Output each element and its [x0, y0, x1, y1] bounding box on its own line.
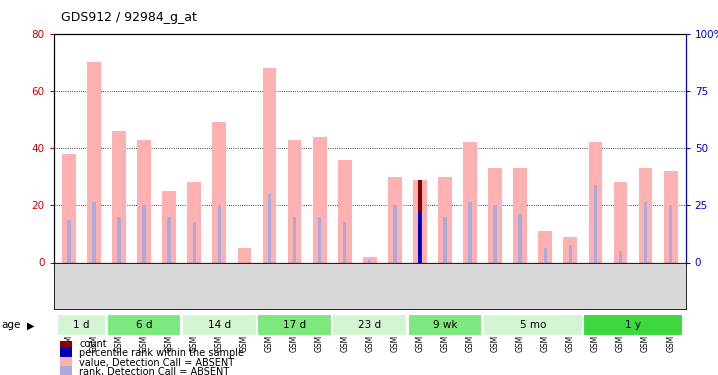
- Bar: [263, 68, 276, 262]
- Text: ▶: ▶: [27, 320, 34, 330]
- Bar: [162, 191, 176, 262]
- Text: 6 d: 6 d: [136, 320, 152, 330]
- Bar: [463, 142, 477, 262]
- Bar: [594, 185, 597, 262]
- Bar: [482, 314, 582, 336]
- Text: value, Detection Call = ABSENT: value, Detection Call = ABSENT: [79, 358, 234, 368]
- Text: 1 d: 1 d: [73, 320, 90, 330]
- Bar: [62, 154, 76, 262]
- Bar: [182, 314, 257, 336]
- Bar: [639, 168, 653, 262]
- Bar: [438, 177, 452, 262]
- Bar: [167, 217, 171, 262]
- Text: GDS912 / 92984_g_at: GDS912 / 92984_g_at: [61, 11, 197, 24]
- Bar: [60, 348, 72, 359]
- Text: 1 y: 1 y: [625, 320, 641, 330]
- Text: percentile rank within the sample: percentile rank within the sample: [79, 348, 244, 358]
- Bar: [238, 248, 251, 262]
- Bar: [187, 182, 201, 262]
- Bar: [293, 217, 297, 262]
- Bar: [60, 338, 72, 350]
- Bar: [569, 245, 572, 262]
- Bar: [87, 62, 101, 262]
- Text: 23 d: 23 d: [358, 320, 381, 330]
- Bar: [137, 140, 151, 262]
- Bar: [544, 248, 547, 262]
- Bar: [142, 206, 146, 262]
- Text: 17 d: 17 d: [283, 320, 306, 330]
- Bar: [192, 222, 196, 262]
- Bar: [363, 257, 377, 262]
- Text: count: count: [79, 339, 107, 349]
- Bar: [619, 251, 623, 262]
- Bar: [388, 177, 402, 262]
- Bar: [313, 136, 327, 262]
- Bar: [268, 194, 271, 262]
- Bar: [257, 314, 332, 336]
- Bar: [343, 222, 346, 262]
- Text: 5 mo: 5 mo: [520, 320, 546, 330]
- Bar: [368, 260, 371, 262]
- Text: 14 d: 14 d: [208, 320, 231, 330]
- Bar: [92, 202, 95, 262]
- Bar: [564, 237, 577, 262]
- Bar: [513, 168, 527, 262]
- Bar: [218, 206, 221, 262]
- Bar: [413, 180, 426, 262]
- Bar: [332, 314, 407, 336]
- Bar: [488, 168, 502, 262]
- Bar: [419, 211, 421, 262]
- Text: age: age: [1, 320, 21, 330]
- Bar: [644, 202, 648, 262]
- Bar: [60, 366, 72, 375]
- Bar: [213, 122, 226, 262]
- Bar: [468, 202, 472, 262]
- Bar: [337, 160, 352, 262]
- Bar: [60, 357, 72, 369]
- Bar: [67, 220, 70, 262]
- Bar: [408, 314, 482, 336]
- Bar: [518, 214, 522, 262]
- Text: 9 wk: 9 wk: [433, 320, 457, 330]
- Bar: [393, 206, 396, 262]
- Bar: [493, 206, 497, 262]
- Bar: [117, 217, 121, 262]
- Text: rank, Detection Call = ABSENT: rank, Detection Call = ABSENT: [79, 367, 229, 375]
- Bar: [538, 231, 552, 262]
- Bar: [418, 180, 422, 262]
- Bar: [669, 206, 672, 262]
- Bar: [418, 211, 421, 262]
- Bar: [583, 314, 683, 336]
- Bar: [614, 182, 628, 262]
- Bar: [589, 142, 602, 262]
- Bar: [288, 140, 302, 262]
- Bar: [663, 171, 678, 262]
- Bar: [443, 217, 447, 262]
- Bar: [57, 314, 106, 336]
- Bar: [107, 314, 182, 336]
- Bar: [112, 131, 126, 262]
- Bar: [318, 217, 322, 262]
